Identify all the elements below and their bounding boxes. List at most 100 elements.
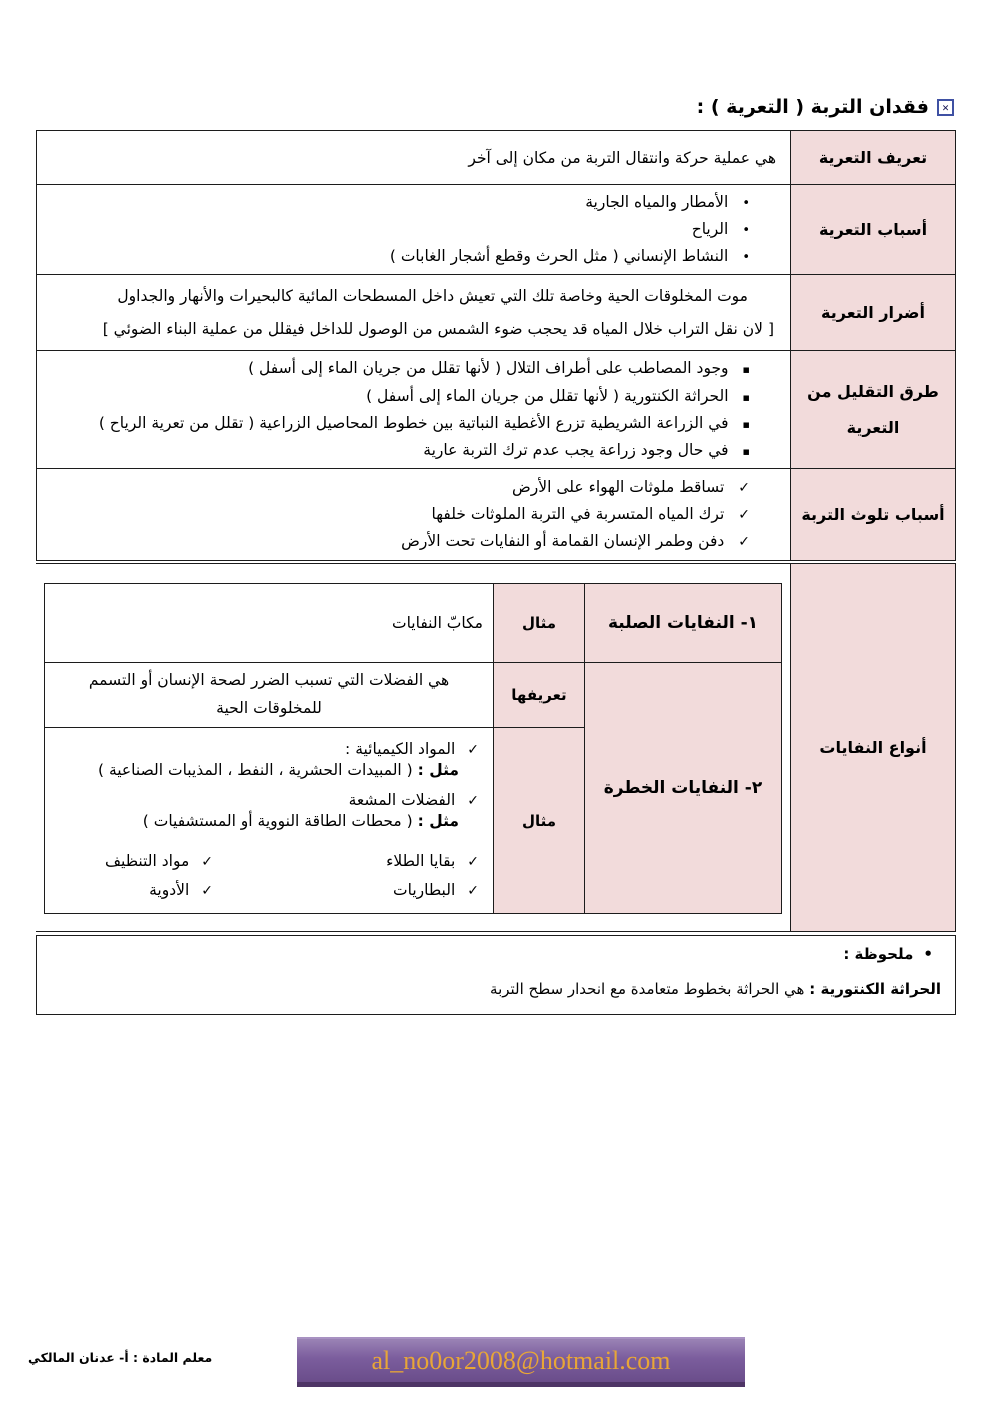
hazard-item-text: المواد الكيميائية : xyxy=(345,739,456,758)
example-text: ( المبيدات الحشرية ، النفط ، المذيبات ال… xyxy=(97,760,413,779)
list-item-text: النشاط الإنساني ( مثل الحرث وقطع أشجار ا… xyxy=(389,247,729,266)
definition-text: هي عملية حركة وانتقال التربة من مكان إلى… xyxy=(36,130,791,185)
table-row-hazard-definition: ٢- النفايات الخطرة تعريفها هي الفضلات ال… xyxy=(44,661,782,915)
check-icon: ✓ xyxy=(467,741,479,758)
list-item: • النشاط الإنساني ( مثل الحرث وقطع أشجار… xyxy=(51,243,750,270)
bullet-icon: • xyxy=(742,223,750,239)
square-bullet-icon: ▪ xyxy=(742,390,750,404)
hazard-checklist: ✓ بقايا الطلاء ✓ البطاريات ✓ xyxy=(59,846,479,904)
bullet-icon: • xyxy=(742,250,750,266)
checklist-column-left: ✓ مواد التنظيف ✓ الأدوية xyxy=(59,846,269,904)
table-row-causes: أسباب التعرية • الأمطار والمياه الجارية … xyxy=(36,183,956,276)
table-row-solid-waste: ١- النفايات الصلبة مثال مكابّ النفايات xyxy=(44,582,782,663)
email-link[interactable]: al_no0or2008@hotmail.com xyxy=(371,1345,671,1375)
note-term: الحراثة الكنتورية : xyxy=(809,979,941,998)
erosion-table: تعريف التعرية هي عملية حركة وانتقال التر… xyxy=(36,130,956,561)
table-row-pollution: أسباب تلوث التربة ✓ تساقط ملوثات الهواء … xyxy=(36,467,956,561)
waste-types-content: ١- النفايات الصلبة مثال مكابّ النفايات ٢… xyxy=(35,563,790,931)
list-item: ▪ في الزراعة الشريطية تزرع الأغطية النبا… xyxy=(51,410,750,437)
list-item: ▪ الحراثة الكنتورية ( لأنها تقلل من جريا… xyxy=(51,383,750,410)
pollution-list: ✓ تساقط ملوثات الهواء على الأرض ✓ ترك ال… xyxy=(51,474,776,555)
check-icon: ✓ xyxy=(201,882,213,899)
note-section: • ملحوظة : الحراثة الكنتورية : هي الحراث… xyxy=(36,934,956,1015)
list-item-text: مواد التنظيف xyxy=(104,851,190,870)
definition-label: تعريفها xyxy=(493,661,585,728)
list-item-text: تساقط ملوثات الهواء على الأرض xyxy=(512,477,725,496)
example-label: مثال xyxy=(493,582,585,663)
check-icon: ✓ xyxy=(201,853,213,870)
list-item: ✓ تساقط ملوثات الهواء على الأرض xyxy=(51,474,750,501)
row-header-damages: أضرار التعرية xyxy=(790,274,956,352)
list-item: ✓ الأدوية xyxy=(59,877,213,904)
list-item-text: في الزراعة الشريطية تزرع الأغطية النباتي… xyxy=(98,413,729,432)
check-icon: ✓ xyxy=(467,882,479,899)
list-item: ✓ البطاريات xyxy=(269,877,479,904)
reduction-list: ▪ وجود المصاطب على أطراف التلال ( لأنها … xyxy=(51,355,776,464)
hazard-waste-definition: هي الفضلات التي تسبب الضرر لصحة الإنسان … xyxy=(44,661,494,728)
hazard-item-chemicals: ✓ المواد الكيميائية : xyxy=(59,740,479,758)
example-keyword: مثل : xyxy=(417,760,459,779)
list-item: ▪ في حال وجود زراعة يجب عدم ترك التربة ع… xyxy=(51,437,750,464)
example-label: مثال xyxy=(493,726,585,915)
page-title-text: فقدان التربة ( التعرية ) : xyxy=(696,96,929,118)
list-item: • الرياح xyxy=(51,216,750,243)
list-item: ▪ وجود المصاطب على أطراف التلال ( لأنها … xyxy=(51,355,750,382)
waste-inner-table: ١- النفايات الصلبة مثال مكابّ النفايات ٢… xyxy=(44,582,782,915)
row-header-waste-types: أنواع النفايات xyxy=(790,563,955,931)
bullet-icon: • xyxy=(742,196,750,211)
row-header-causes: أسباب التعرية xyxy=(790,183,956,276)
hazard-waste-title: ٢- النفايات الخطرة xyxy=(584,661,782,915)
list-item-text: البطاريات xyxy=(393,880,456,899)
list-item-text: الحراثة الكنتورية ( لأنها تقلل من جريان … xyxy=(366,386,729,405)
email-bar: al_no0or2008@hotmail.com xyxy=(297,1337,745,1387)
table-row-hazard-example: مثال ✓ المواد الكيميائية : مثل : ( المبي… xyxy=(44,726,782,915)
hazard-rad-example: مثل : ( محطات الطاقة النووية أو المستشفي… xyxy=(59,812,479,830)
page-title: ✕ فقدان التربة ( التعرية ) : xyxy=(697,96,954,118)
row-header-reduction: طرق التقليل من التعرية xyxy=(790,350,956,469)
list-item-text: دفن وطمر الإنسان القمامة أو النفايات تحت… xyxy=(401,531,725,550)
hazard-item-text: الفضلات المشعة xyxy=(348,790,456,809)
check-icon: ✓ xyxy=(738,479,750,496)
list-item: ✓ ترك المياه المتسربة في التربة الملوثات… xyxy=(51,501,750,528)
square-bullet-icon: ▪ xyxy=(742,363,750,377)
hazard-chem-example: مثل : ( المبيدات الحشرية ، النفط ، المذي… xyxy=(59,761,479,779)
list-item-text: الأدوية xyxy=(149,880,190,899)
hazard-waste-examples: ✓ المواد الكيميائية : مثل : ( المبيدات ا… xyxy=(44,726,494,915)
list-item-text: وجود المصاطب على أطراف التلال ( لأنها تق… xyxy=(248,359,729,378)
causes-list: • الأمطار والمياه الجارية • الرياح • الن… xyxy=(51,189,776,270)
list-item-text: في حال وجود زراعة يجب عدم ترك التربة عار… xyxy=(423,440,729,459)
list-item-text: بقايا الطلاء xyxy=(386,851,456,870)
note-label: ملحوظة : xyxy=(843,944,914,963)
list-item-text: الرياح xyxy=(691,220,729,239)
list-item: ✓ بقايا الطلاء xyxy=(269,848,479,875)
check-icon: ✓ xyxy=(738,506,750,523)
teacher-credit: معلم المادة : أ- عدنان المالكي xyxy=(28,1350,213,1365)
bullet-icon: • xyxy=(923,944,933,963)
check-icon: ✓ xyxy=(467,853,479,870)
hazard-item-radioactive: ✓ الفضلات المشعة xyxy=(59,791,479,809)
square-bullet-icon: ▪ xyxy=(742,417,750,431)
checklist-column-right: ✓ بقايا الطلاء ✓ البطاريات xyxy=(269,846,479,904)
note-definition: هي الحراثة بخطوط متعامدة مع انحدار سطح ا… xyxy=(490,979,805,998)
list-item: ✓ دفن وطمر الإنسان القمامة أو النفايات ت… xyxy=(51,528,750,555)
check-icon: ✓ xyxy=(467,792,479,809)
list-item-text: ترك المياه المتسربة في التربة الملوثات خ… xyxy=(431,504,725,523)
list-item: ✓ مواد التنظيف xyxy=(59,848,213,875)
list-item: • الأمطار والمياه الجارية xyxy=(51,189,750,216)
table-row-damages: أضرار التعرية موت المخلوقات الحية وخاصة … xyxy=(36,274,956,352)
list-item-text: الأمطار والمياه الجارية xyxy=(585,193,729,211)
damage-text: موت المخلوقات الحية وخاصة تلك التي تعيش … xyxy=(117,287,748,306)
note-body: الحراثة الكنتورية : هي الحراثة بخطوط متع… xyxy=(51,980,941,998)
example-text: ( محطات الطاقة النووية أو المستشفيات ) xyxy=(142,811,413,830)
example-keyword: مثل : xyxy=(417,811,459,830)
check-icon: ✓ xyxy=(738,533,750,550)
table-row-reduction: طرق التقليل من التعرية ▪ وجود المصاطب عل… xyxy=(36,350,956,469)
boxed-x-icon: ✕ xyxy=(937,98,954,116)
row-header-definition: تعريف التعرية xyxy=(790,130,956,185)
damage-reason: [ لان نقل التراب خلال المياه قد يحجب ضوء… xyxy=(102,319,774,338)
solid-waste-example: مكابّ النفايات xyxy=(44,582,494,663)
table-row-definition: تعريف التعرية هي عملية حركة وانتقال التر… xyxy=(36,130,956,185)
solid-waste-title: ١- النفايات الصلبة xyxy=(584,582,782,663)
waste-types-section: أنواع النفايات ١- النفايات الصلبة مثال م… xyxy=(35,562,956,932)
